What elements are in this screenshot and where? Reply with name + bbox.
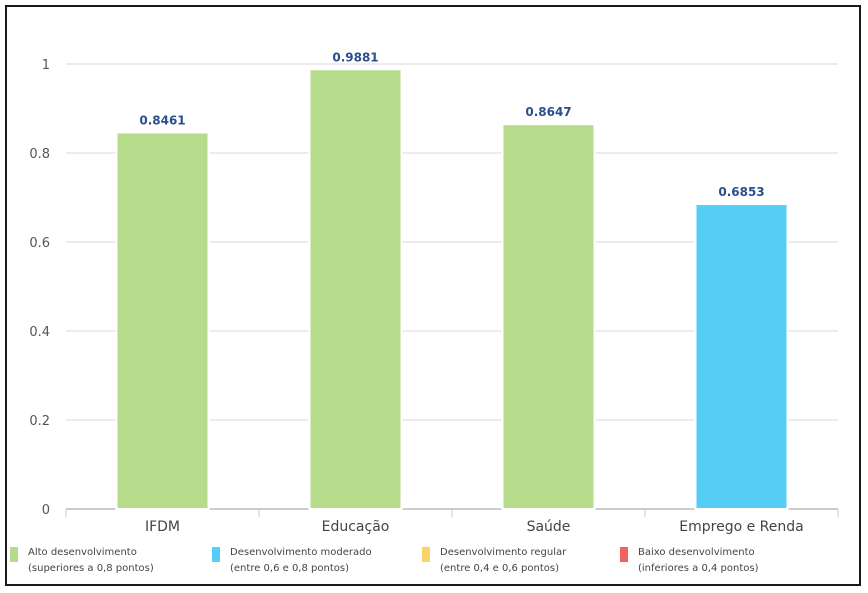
bar xyxy=(308,68,403,510)
legend-label: Desenvolvimento moderado xyxy=(230,547,372,558)
bar-chart: 00.20.40.60.81 0.84610.98810.86470.6853 … xyxy=(29,50,839,535)
legend-sublabel: (entre 0,6 e 0,8 pontos) xyxy=(230,563,349,574)
legend-sublabel: (superiores a 0,8 pontos) xyxy=(28,563,154,574)
legend-label: Baixo desenvolvimento xyxy=(638,547,755,558)
y-tick-label: 0.8 xyxy=(29,147,50,162)
legend-label: Desenvolvimento regular xyxy=(440,547,567,558)
legend-swatch xyxy=(212,547,220,562)
y-tick-label: 0.6 xyxy=(29,236,50,251)
legend-swatch xyxy=(422,547,430,562)
legend: Alto desenvolvimento (superiores a 0,8 p… xyxy=(10,544,850,584)
legend-sublabel: (inferiores a 0,4 pontos) xyxy=(638,563,759,574)
x-tick-label: Educação xyxy=(322,519,390,535)
bar xyxy=(694,203,789,510)
data-label: 0.6853 xyxy=(718,185,764,199)
legend-text: Baixo desenvolvimento (inferiores a 0,4 … xyxy=(638,545,758,577)
legend-swatch xyxy=(620,547,628,562)
data-labels: 0.8461 0.9881 0.8647 0.6853 xyxy=(139,50,764,199)
data-label: 0.8647 xyxy=(525,105,571,119)
data-label: 0.9881 xyxy=(332,50,378,64)
legend-text: Desenvolvimento moderado (entre 0,6 e 0,… xyxy=(230,545,372,577)
y-tick-label: 0 xyxy=(42,503,50,518)
legend-text: Desenvolvimento regular (entre 0,4 e 0,6… xyxy=(440,545,566,577)
x-axis-ticks: IFDM Educação Saúde Emprego e Renda xyxy=(65,509,839,535)
y-tick-label: 0.4 xyxy=(29,325,50,340)
x-tick-label: Saúde xyxy=(527,519,571,535)
x-tick-label: Emprego e Renda xyxy=(679,519,803,535)
bar xyxy=(115,131,210,510)
bars xyxy=(115,68,789,511)
legend-sublabel: (entre 0,4 e 0,6 pontos) xyxy=(440,563,559,574)
x-tick-label: IFDM xyxy=(145,519,180,535)
legend-text: Alto desenvolvimento (superiores a 0,8 p… xyxy=(28,545,154,577)
y-tick-label: 1 xyxy=(42,58,50,73)
bar xyxy=(501,123,596,511)
data-label: 0.8461 xyxy=(139,113,185,127)
y-axis-ticks: 0 0.2 0.4 0.6 0.8 1 xyxy=(29,58,50,518)
y-tick-label: 0.2 xyxy=(29,414,50,429)
legend-swatch xyxy=(10,547,18,562)
legend-label: Alto desenvolvimento xyxy=(28,547,137,558)
